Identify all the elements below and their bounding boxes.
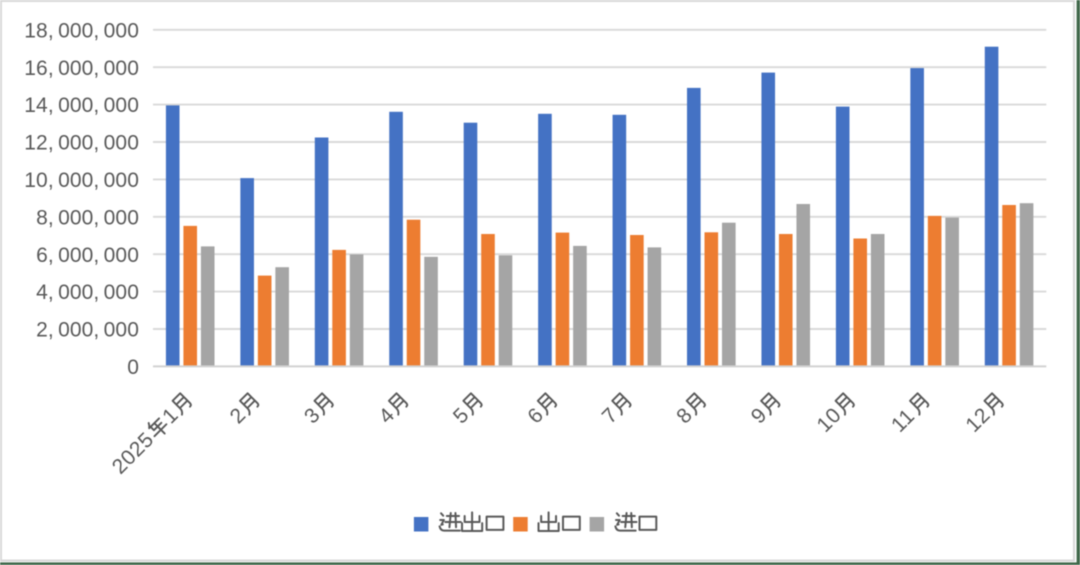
- svg-text:18, 000, 000: 18, 000, 000: [24, 19, 139, 42]
- svg-text:8, 000, 000: 8, 000, 000: [36, 206, 139, 229]
- svg-text:0: 0: [127, 356, 139, 379]
- svg-text:14, 000, 000: 14, 000, 000: [24, 94, 139, 117]
- svg-text:10, 000, 000: 10, 000, 000: [24, 169, 139, 192]
- svg-text:6, 000, 000: 6, 000, 000: [36, 244, 139, 267]
- svg-text:16, 000, 000: 16, 000, 000: [24, 57, 139, 80]
- svg-text:2, 000, 000: 2, 000, 000: [36, 319, 139, 342]
- svg-text:12, 000, 000: 12, 000, 000: [24, 132, 139, 155]
- svg-text:4, 000, 000: 4, 000, 000: [36, 281, 139, 304]
